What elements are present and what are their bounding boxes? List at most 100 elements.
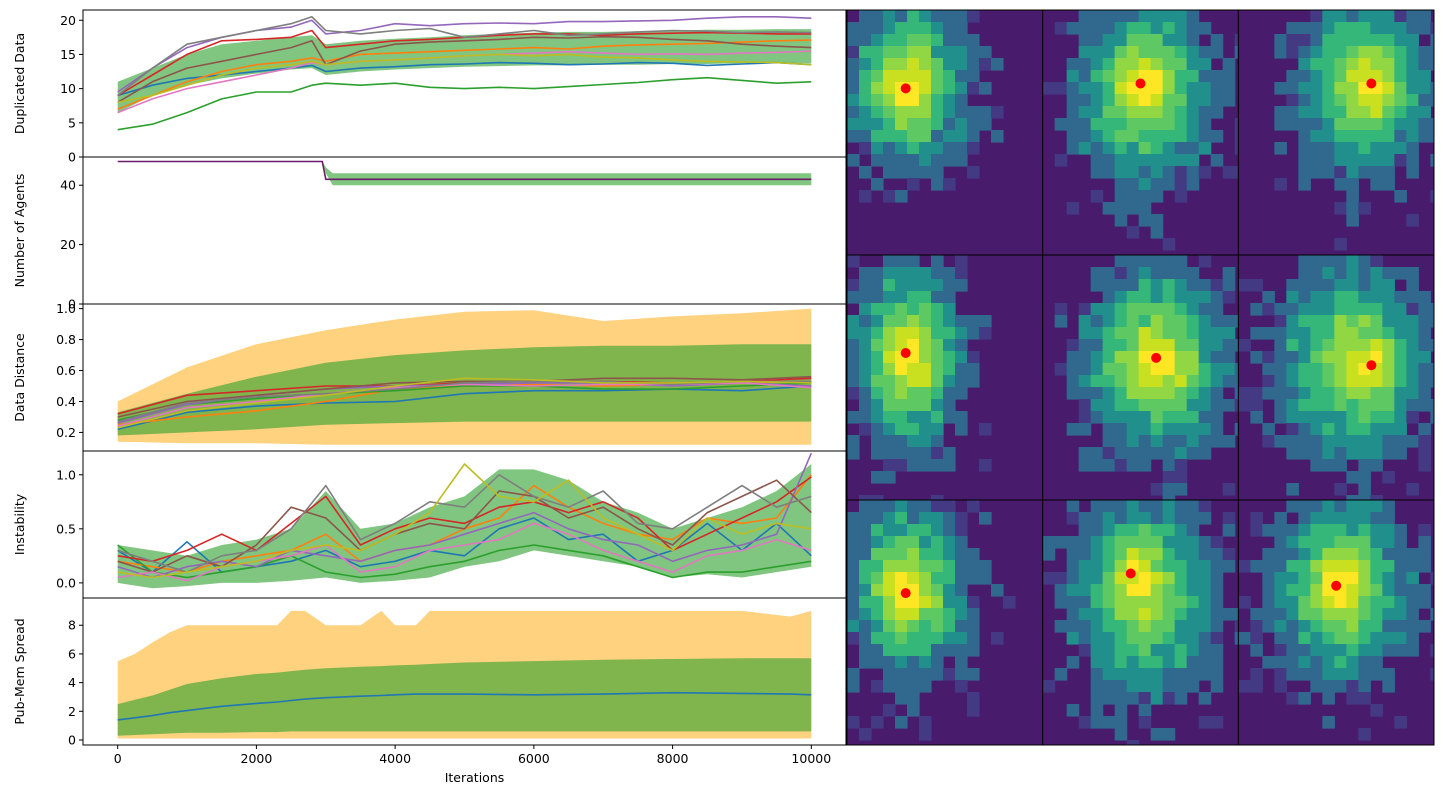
contour-cell — [1114, 327, 1128, 340]
contour-fill — [1238, 255, 1435, 500]
contour-cell — [847, 668, 860, 681]
contour-cell — [907, 70, 920, 83]
contour-fill — [847, 500, 1016, 741]
contour-cell — [1102, 644, 1116, 657]
contour-cell — [1174, 512, 1188, 525]
contour-cell — [931, 267, 944, 280]
contour-cell — [1346, 548, 1359, 561]
contour-cell — [1430, 34, 1435, 47]
contour-cell — [1174, 644, 1188, 657]
contour-cell — [1054, 584, 1068, 597]
contour-cell — [871, 399, 884, 412]
contour-cell — [931, 548, 944, 561]
contour-cell — [1102, 596, 1116, 609]
contour-cell — [1114, 459, 1128, 472]
contour-cell — [1198, 291, 1212, 304]
contour-cell — [943, 10, 956, 23]
contour-cell — [967, 375, 980, 388]
contour-cell — [1126, 339, 1140, 352]
contour-cell — [1274, 142, 1287, 155]
contour-cell — [1078, 459, 1092, 472]
contour-cell — [1406, 620, 1419, 633]
contour-cell — [1114, 524, 1128, 537]
contour-cell — [1322, 255, 1335, 268]
contour-cell — [919, 435, 932, 448]
contour-cell — [1406, 22, 1419, 35]
contour-cell — [1222, 70, 1236, 83]
contour-cell — [1078, 351, 1092, 364]
contour-cell — [871, 435, 884, 448]
contour-cell — [1114, 142, 1128, 155]
contour-cell — [847, 387, 860, 400]
contour-cell — [955, 154, 968, 167]
contour-cell — [1102, 303, 1116, 316]
contour-cell — [1286, 327, 1299, 340]
contour-cell — [979, 58, 992, 71]
contour-cell — [919, 94, 932, 107]
contour-cell — [967, 118, 980, 131]
contour-cell — [883, 632, 896, 645]
contour-cell — [1102, 375, 1116, 388]
contour-cell — [1126, 255, 1140, 268]
series-line-5 — [117, 452, 813, 579]
contour-cell — [1346, 500, 1359, 513]
contour-cell — [1126, 584, 1140, 597]
contour-cell — [1370, 10, 1383, 23]
contour-cell — [931, 656, 944, 669]
contour-cell — [1298, 447, 1311, 460]
contour-cell — [931, 596, 944, 609]
contour-cell — [1150, 58, 1164, 71]
contour-cell — [931, 106, 944, 119]
contour-cell — [1298, 327, 1311, 340]
contour-cell — [895, 524, 908, 537]
contour-cell — [919, 363, 932, 376]
contour-cell — [943, 560, 956, 573]
contour-cell — [1162, 411, 1176, 424]
contour-cell — [1334, 94, 1347, 107]
contour-cell — [1186, 387, 1200, 400]
contour-cell — [931, 166, 944, 179]
contour-cell — [1138, 154, 1152, 167]
contour-cell — [1078, 327, 1092, 340]
contour-cell — [1126, 536, 1140, 549]
contour-cell — [883, 363, 896, 376]
contour-cell — [1126, 34, 1140, 47]
contour-cell — [859, 303, 872, 316]
contour-cell — [1234, 399, 1239, 412]
contour-cell — [931, 118, 944, 131]
contour-cell — [1114, 728, 1128, 741]
contour-cell — [1210, 680, 1224, 693]
contour-cell — [1102, 399, 1116, 412]
contour-cell — [895, 387, 908, 400]
contour-cell — [1198, 94, 1212, 107]
contour-cell — [1114, 130, 1128, 143]
contour-cell — [1346, 471, 1359, 484]
contour-cell — [919, 58, 932, 71]
contour-cell — [943, 118, 956, 131]
y-tick-label: 0 — [68, 297, 76, 312]
contour-cell — [1198, 512, 1212, 525]
contour-cell — [1174, 58, 1188, 71]
contour-cell — [919, 500, 932, 513]
contour-cell — [907, 704, 920, 717]
contour-cell — [955, 10, 968, 23]
series-line-8 — [117, 380, 812, 423]
contour-cell — [943, 303, 956, 316]
contour-cell — [1274, 178, 1287, 191]
contour-cell — [955, 315, 968, 328]
contour-cell — [1370, 512, 1383, 525]
contour-cell — [1322, 267, 1335, 280]
contour-cell — [1310, 363, 1323, 376]
contour-cell — [871, 447, 884, 460]
contour-cell — [1078, 142, 1092, 155]
contour-cell — [1286, 82, 1299, 95]
contour-cell — [1102, 459, 1116, 472]
contour-cell — [1150, 680, 1164, 693]
contour-cell — [883, 154, 896, 167]
contour-cell — [847, 620, 860, 633]
contour-cell — [919, 339, 932, 352]
contour-cell — [1358, 495, 1371, 500]
contour-cell — [1286, 500, 1299, 513]
contour-cell — [1054, 82, 1068, 95]
contour-cell — [967, 70, 980, 83]
